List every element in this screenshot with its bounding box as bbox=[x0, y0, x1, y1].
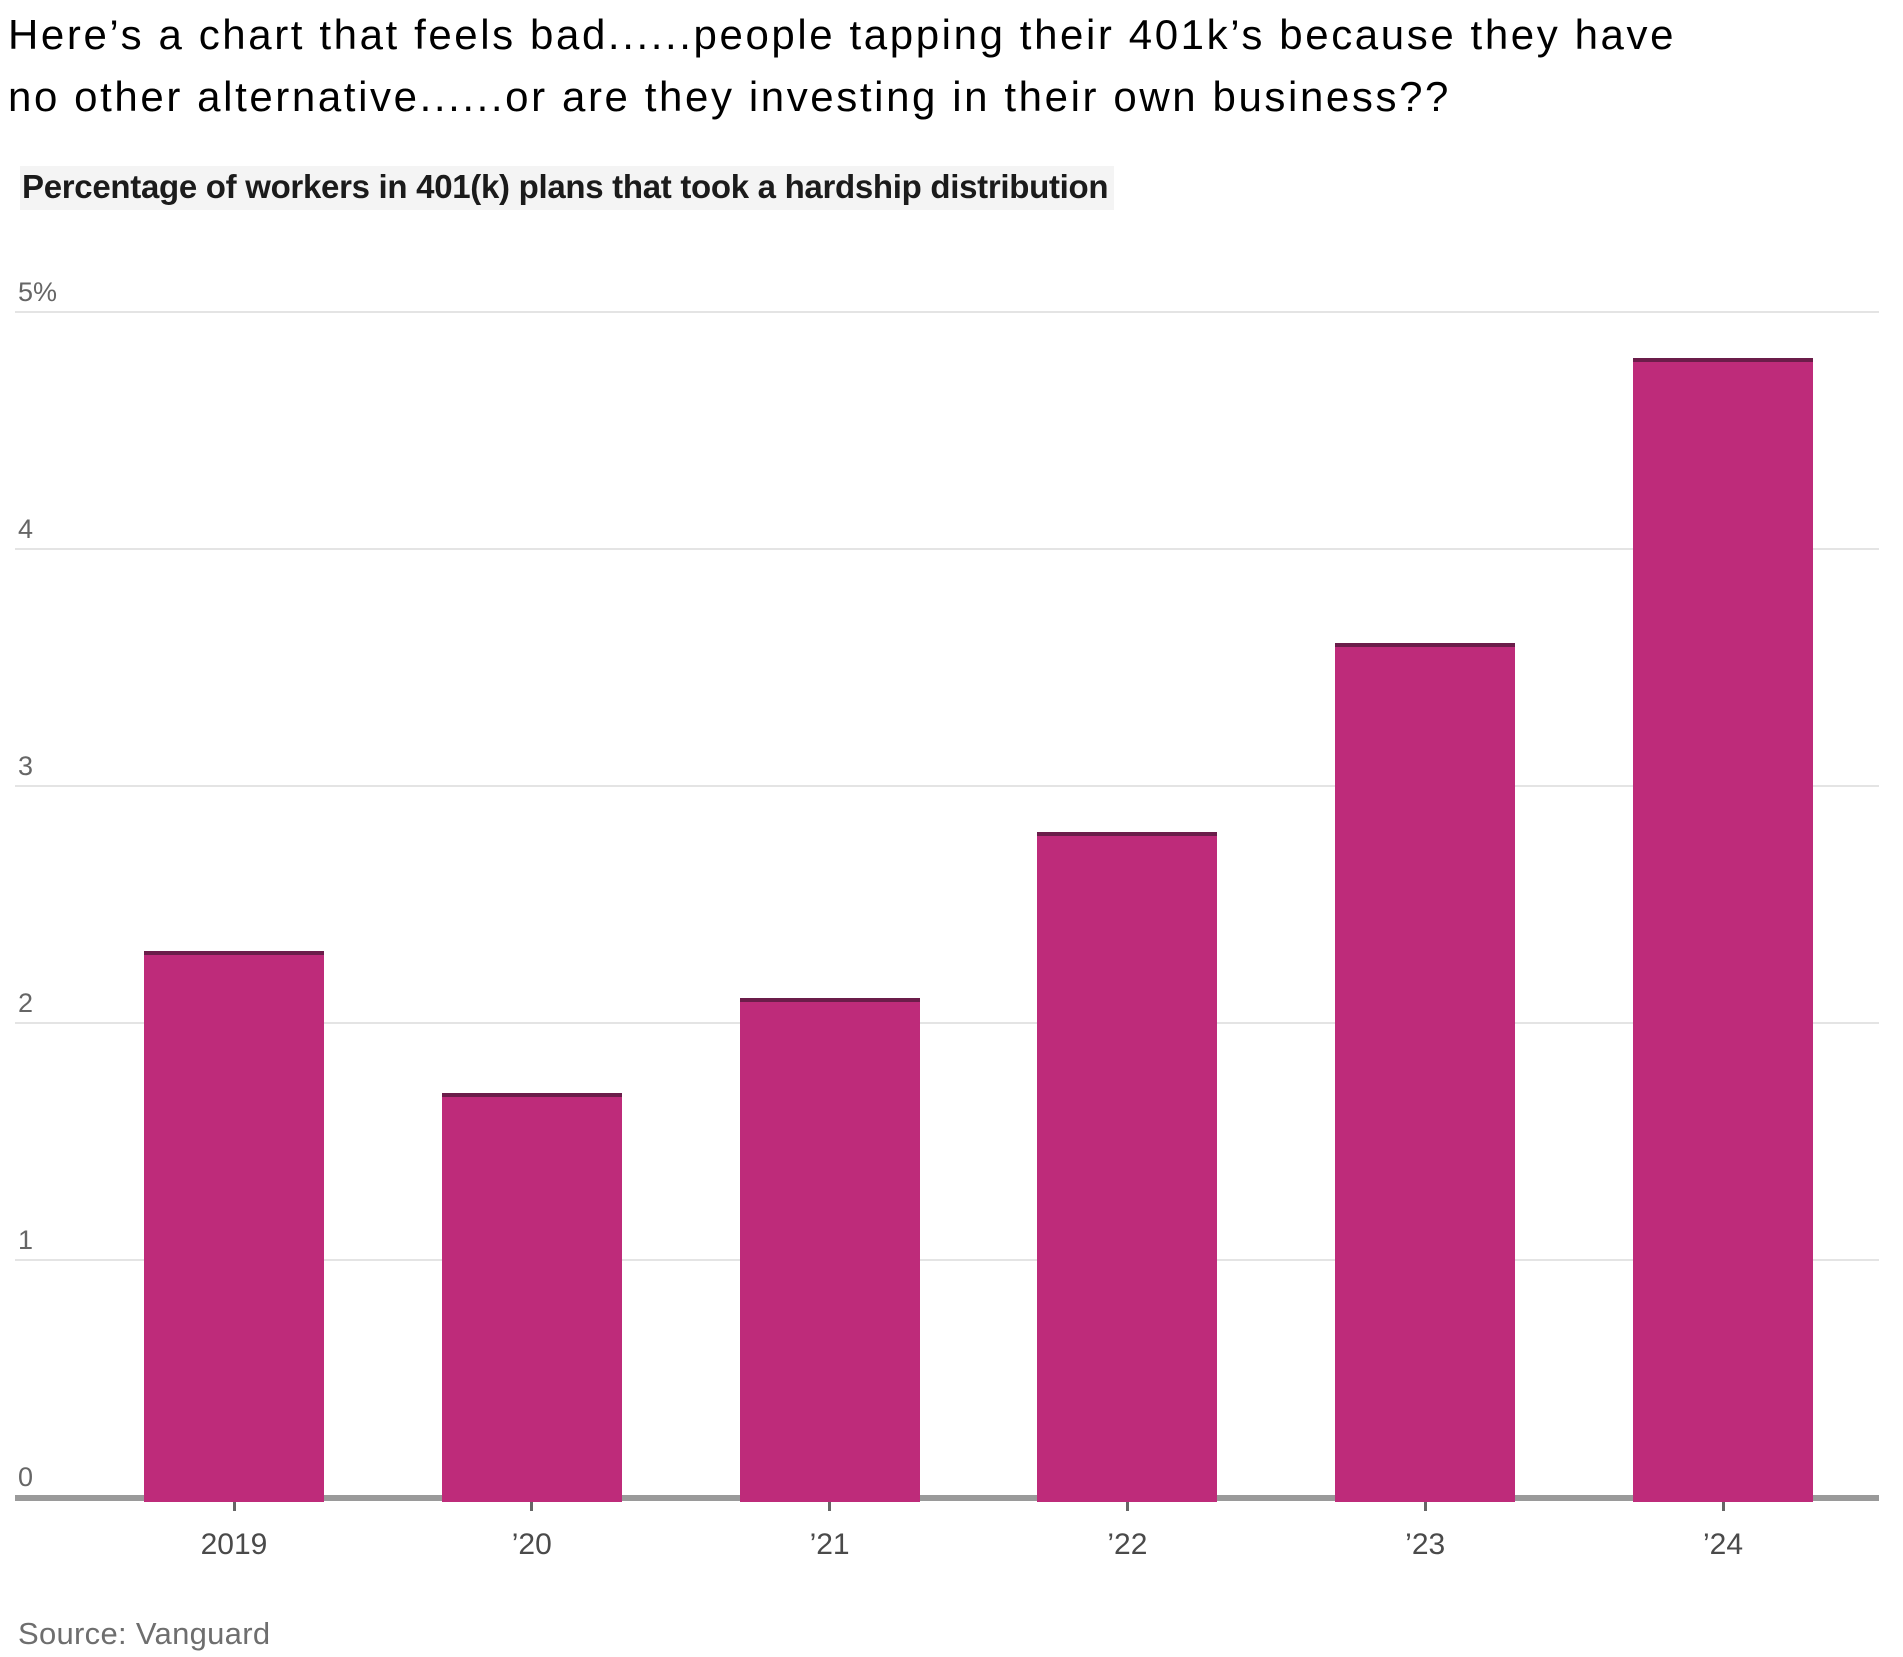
post-caption-line1: Here’s a chart that feels bad......peopl… bbox=[8, 11, 1677, 58]
y-axis-tick-label: 3 bbox=[18, 751, 34, 781]
y-axis-tick-label: 5% bbox=[18, 277, 58, 307]
chart-title: Percentage of workers in 401(k) plans th… bbox=[20, 166, 1115, 210]
x-axis-tick bbox=[530, 1502, 534, 1511]
bar-20 bbox=[441, 1093, 622, 1502]
x-axis-tick bbox=[1125, 1502, 1129, 1511]
x-axis-tick-label: ’20 bbox=[511, 1528, 552, 1561]
y-axis-tick-label: 1 bbox=[18, 1225, 34, 1255]
x-axis-tick bbox=[232, 1502, 236, 1511]
y-gridline bbox=[15, 1259, 1879, 1261]
x-axis-tick bbox=[1423, 1502, 1427, 1511]
bar-2019 bbox=[144, 950, 324, 1502]
x-axis-tick-label: ’22 bbox=[1107, 1528, 1148, 1561]
post-caption-line2: no other alternative......or are they in… bbox=[8, 73, 1451, 120]
y-gridline bbox=[15, 311, 1879, 313]
x-axis-tick bbox=[828, 1502, 832, 1511]
bar-23 bbox=[1335, 642, 1516, 1502]
y-gridline bbox=[15, 1022, 1879, 1024]
x-axis-line bbox=[15, 1495, 1879, 1501]
x-axis-tick-label: 2019 bbox=[200, 1528, 268, 1561]
x-axis-tick-label: ’23 bbox=[1405, 1528, 1446, 1561]
x-axis-tick-label: ’21 bbox=[809, 1528, 850, 1561]
bar-22 bbox=[1037, 832, 1218, 1502]
y-axis-tick-label: 2 bbox=[18, 988, 34, 1018]
y-axis-tick-label: 4 bbox=[18, 514, 34, 544]
bar-24 bbox=[1633, 358, 1813, 1502]
y-axis-tick-label: 0 bbox=[18, 1462, 34, 1492]
x-axis-tick-label: ’24 bbox=[1702, 1528, 1744, 1561]
y-gridline bbox=[15, 785, 1879, 787]
chart-source: Source: Vanguard bbox=[18, 1616, 271, 1651]
y-gridline bbox=[15, 548, 1879, 550]
post-caption: Here’s a chart that feels bad......peopl… bbox=[8, 4, 1676, 128]
bar-21 bbox=[739, 998, 920, 1502]
x-axis-tick bbox=[1721, 1502, 1725, 1511]
